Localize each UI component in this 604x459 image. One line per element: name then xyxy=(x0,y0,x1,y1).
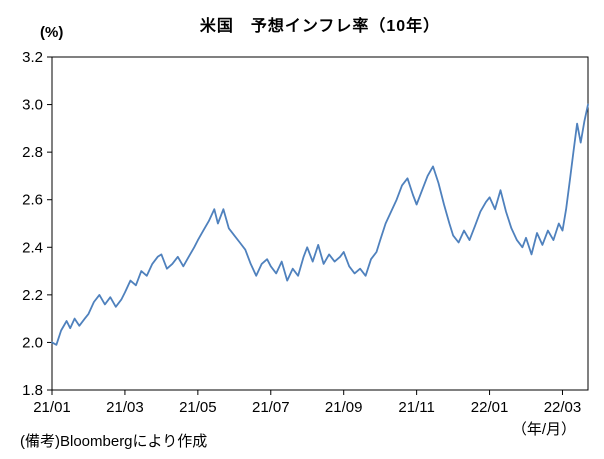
data-line-expected-inflation xyxy=(51,103,589,346)
y-tick-label: 1.8 xyxy=(22,382,43,399)
y-tick-label: 2.8 xyxy=(22,144,43,161)
x-tick-label: 21/05 xyxy=(179,399,217,416)
x-tick-label: 22/01 xyxy=(471,399,509,416)
x-tick-label: 21/07 xyxy=(252,399,290,416)
chart-title: 米国 予想インフレ率（10年） xyxy=(199,18,441,35)
x-tick-label: 22/03 xyxy=(544,399,582,416)
y-tick-label: 3.0 xyxy=(22,97,43,114)
y-tick-label: 2.2 xyxy=(22,287,43,304)
y-tick-label: 3.2 xyxy=(22,49,43,66)
y-tick-label: 2.6 xyxy=(22,192,43,209)
source-note: (備考)Bloombergにより作成 xyxy=(20,433,208,450)
y-tick-label: 2.4 xyxy=(22,239,43,256)
x-tick-label: 21/01 xyxy=(33,399,71,416)
x-axis-unit-label: （年/月） xyxy=(511,421,576,438)
x-tick-label: 21/11 xyxy=(398,399,434,416)
x-tick-label: 21/09 xyxy=(325,399,363,416)
y-tick-label: 2.0 xyxy=(22,334,43,351)
y-axis-unit-label: (%) xyxy=(40,24,64,41)
x-tick-label: 21/03 xyxy=(106,399,144,416)
plot-border xyxy=(51,56,589,391)
